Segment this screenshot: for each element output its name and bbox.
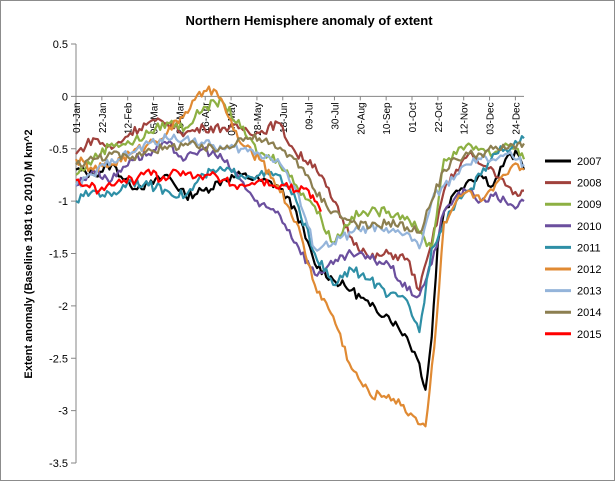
series-line-2010 — [75, 140, 525, 299]
series-layer — [74, 85, 526, 428]
legend: 2007 2008 2009 2010 2011 2012 2013 2014 2015 — [545, 156, 601, 341]
y-axis-label: Extent anomaly (Baseline 1981 to 2010) M… — [23, 129, 35, 378]
x-tick-label: 05-Mar — [150, 102, 161, 134]
x-tick-label: 09-Jul — [305, 102, 316, 129]
series-line-2015 — [75, 168, 322, 212]
series-line-2009 — [75, 96, 526, 250]
legend-label-2011: 2011 — [577, 242, 601, 254]
x-tick-label: 12-Nov — [460, 102, 471, 134]
series-line-2014 — [75, 133, 525, 234]
y-tick-label: -2 — [58, 301, 68, 313]
x-tick-label: 12-Feb — [124, 102, 135, 134]
legend-label-2010: 2010 — [577, 221, 601, 233]
x-tick-label: 18-Jun — [279, 102, 290, 133]
x-tick-label: 22-Jan — [98, 102, 109, 133]
x-tick-label: 20-Aug — [356, 102, 367, 134]
series-line-2012 — [74, 85, 525, 428]
x-tick-label: 22-Oct — [434, 102, 445, 132]
y-tick-label: -3.5 — [49, 458, 68, 470]
chart-title: Northern Hemisphere anomaly of extent — [185, 13, 433, 28]
legend-label-2008: 2008 — [577, 178, 601, 190]
y-tick-label: -3 — [58, 406, 68, 418]
y-tick-label: -1 — [58, 196, 68, 208]
legend-label-2013: 2013 — [577, 286, 601, 298]
x-tick-label: 01-Oct — [408, 102, 419, 132]
y-tick-label: -0.5 — [49, 144, 68, 156]
series-line-2013 — [74, 133, 525, 252]
y-tick-label: -2.5 — [49, 353, 68, 365]
x-tick-label: 03-Dec — [486, 102, 497, 134]
legend-label-2014: 2014 — [577, 307, 601, 319]
y-tick-label: -1.5 — [49, 249, 68, 261]
x-tick-label: 16-Apr — [201, 102, 212, 133]
y-tick-label: 0 — [62, 91, 68, 103]
x-tick-label: 24-Dec — [511, 102, 522, 134]
legend-label-2015: 2015 — [577, 329, 601, 341]
x-tick-label: 28-May — [253, 102, 264, 135]
x-tick-label: 10-Sep — [382, 102, 393, 135]
x-tick-label: 01-Jan — [72, 102, 83, 133]
legend-label-2012: 2012 — [577, 264, 601, 276]
x-tick-label: 30-Jul — [330, 102, 341, 129]
y-tick-label: 0.5 — [53, 39, 68, 51]
axes: 0.5 0 -0.5 -1 -1.5 -2 -2.5 -3 -3.5 01-Jan 22-Jan 12… — [49, 39, 524, 470]
legend-label-2007: 2007 — [577, 156, 601, 168]
legend-label-2009: 2009 — [577, 199, 601, 211]
